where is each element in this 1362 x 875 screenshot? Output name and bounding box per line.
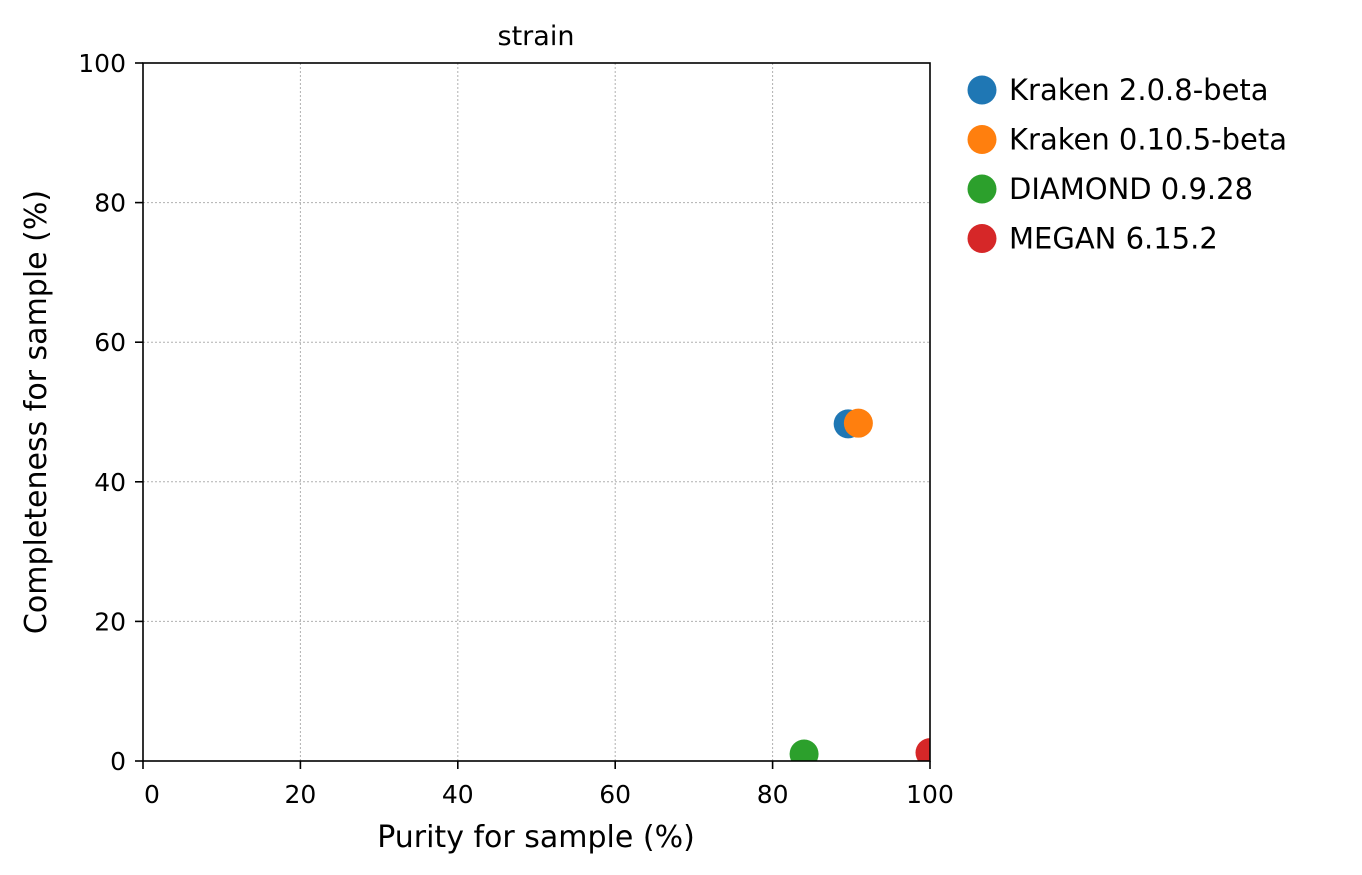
legend: Kraken 2.0.8-beta Kraken 0.10.5-beta DIAMO… bbox=[967, 73, 1287, 256]
x-axis-label: Purity for sample (%) bbox=[377, 820, 695, 855]
legend-label-4: MEGAN 6.15.2 bbox=[1009, 222, 1218, 256]
legend-label-3: DIAMOND 0.9.28 bbox=[1009, 172, 1253, 206]
chart-title: strain bbox=[498, 21, 575, 52]
x-tick-label: 0 bbox=[144, 780, 160, 809]
x-tick-label: 100 bbox=[906, 780, 954, 809]
x-tick-label: 60 bbox=[599, 780, 631, 809]
x-tick-label: 20 bbox=[284, 780, 316, 809]
grid bbox=[143, 63, 930, 761]
data-point-4 bbox=[915, 738, 930, 761]
y-tick-label: 60 bbox=[94, 328, 126, 357]
legend-label-1: Kraken 2.0.8-beta bbox=[1009, 73, 1269, 107]
plot-frame bbox=[142, 62, 931, 762]
legend-marker-3 bbox=[967, 174, 997, 204]
data-point-3 bbox=[789, 739, 819, 761]
y-tick-label: 0 bbox=[110, 747, 126, 776]
legend-marker-4 bbox=[967, 224, 997, 253]
data-point-2 bbox=[843, 408, 873, 438]
y-tick-label: 80 bbox=[94, 189, 126, 218]
x-tick-label: 40 bbox=[442, 780, 474, 809]
x-tick-label: 80 bbox=[757, 780, 789, 809]
y-tick-label: 40 bbox=[94, 468, 126, 497]
y-tick-label: 100 bbox=[78, 49, 126, 78]
y-axis-label: Completeness for sample (%) bbox=[19, 190, 54, 634]
legend-marker-2 bbox=[967, 125, 997, 154]
y-tick-label: 20 bbox=[94, 607, 126, 636]
axis-ticks: 0 20 40 60 80 100 0 20 40 60 80 100 bbox=[78, 49, 954, 809]
legend-marker-1 bbox=[967, 75, 997, 105]
data-points bbox=[789, 408, 930, 761]
legend-label-2: Kraken 0.10.5-beta bbox=[1009, 123, 1287, 157]
